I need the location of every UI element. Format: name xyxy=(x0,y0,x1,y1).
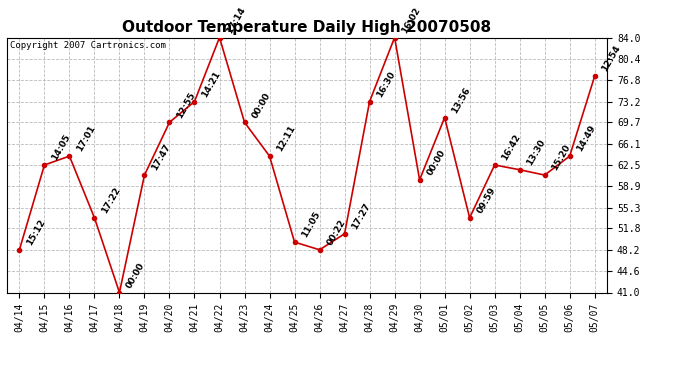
Text: 14:49: 14:49 xyxy=(575,124,598,153)
Text: 12:55: 12:55 xyxy=(175,90,197,120)
Text: 17:01: 17:01 xyxy=(75,124,97,153)
Text: 17:47: 17:47 xyxy=(150,143,172,172)
Text: 09:59: 09:59 xyxy=(475,186,497,215)
Text: 16:02: 16:02 xyxy=(400,6,422,35)
Text: 13:56: 13:56 xyxy=(450,86,472,115)
Text: 13:30: 13:30 xyxy=(525,138,547,167)
Text: 14:21: 14:21 xyxy=(200,69,222,99)
Text: 17:27: 17:27 xyxy=(350,201,373,231)
Text: 00:00: 00:00 xyxy=(425,148,447,177)
Text: 14:05: 14:05 xyxy=(50,133,72,162)
Text: 16:42: 16:42 xyxy=(500,133,522,162)
Text: 00:00: 00:00 xyxy=(250,91,272,120)
Text: 15:12: 15:12 xyxy=(25,218,47,247)
Text: 12:54: 12:54 xyxy=(600,44,622,73)
Text: 17:22: 17:22 xyxy=(100,186,122,215)
Text: 00:22: 00:22 xyxy=(325,218,347,247)
Text: 15:20: 15:20 xyxy=(550,143,572,172)
Text: 16:30: 16:30 xyxy=(375,70,397,99)
Text: Copyright 2007 Cartronics.com: Copyright 2007 Cartronics.com xyxy=(10,41,166,50)
Title: Outdoor Temperature Daily High 20070508: Outdoor Temperature Daily High 20070508 xyxy=(123,20,491,35)
Text: 12:11: 12:11 xyxy=(275,124,297,153)
Text: 17:14: 17:14 xyxy=(225,5,247,35)
Text: 00:00: 00:00 xyxy=(125,261,147,290)
Text: 11:05: 11:05 xyxy=(300,210,322,239)
